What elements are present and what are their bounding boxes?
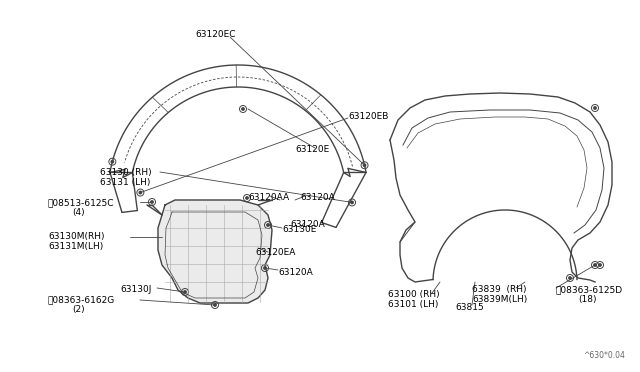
Text: (4): (4) bbox=[72, 208, 84, 217]
Text: 63120A: 63120A bbox=[290, 220, 324, 229]
Circle shape bbox=[111, 160, 113, 163]
Text: 63130E: 63130E bbox=[282, 225, 316, 234]
Text: 63120AA: 63120AA bbox=[248, 193, 289, 202]
Text: 63100 (RH): 63100 (RH) bbox=[388, 290, 440, 299]
Text: 63130J: 63130J bbox=[120, 285, 152, 294]
Polygon shape bbox=[158, 200, 272, 303]
Text: Ⓢ08363-6125D: Ⓢ08363-6125D bbox=[555, 285, 622, 294]
Circle shape bbox=[364, 164, 365, 166]
Text: 63101 (LH): 63101 (LH) bbox=[388, 300, 438, 309]
Circle shape bbox=[264, 267, 266, 269]
Text: 63120EA: 63120EA bbox=[255, 248, 296, 257]
Text: (18): (18) bbox=[578, 295, 596, 304]
Circle shape bbox=[246, 197, 248, 199]
Text: Ⓢ08363-6162G: Ⓢ08363-6162G bbox=[48, 295, 115, 304]
Circle shape bbox=[184, 291, 186, 293]
Circle shape bbox=[594, 107, 596, 109]
Text: 63120A: 63120A bbox=[278, 268, 313, 277]
Circle shape bbox=[151, 201, 153, 203]
Text: 63131 (LH): 63131 (LH) bbox=[100, 178, 150, 187]
Text: 63120EC: 63120EC bbox=[195, 30, 236, 39]
Text: ^630*0.04: ^630*0.04 bbox=[583, 351, 625, 360]
Text: 63120EB: 63120EB bbox=[348, 112, 388, 121]
Text: 63815: 63815 bbox=[455, 303, 484, 312]
Text: (2): (2) bbox=[72, 305, 84, 314]
Text: 63120E: 63120E bbox=[295, 145, 329, 154]
Circle shape bbox=[599, 264, 601, 266]
Text: 63839  (RH): 63839 (RH) bbox=[472, 285, 527, 294]
Text: 63130 (RH): 63130 (RH) bbox=[100, 168, 152, 177]
Circle shape bbox=[351, 201, 353, 203]
Text: 63120A: 63120A bbox=[300, 193, 335, 202]
Circle shape bbox=[242, 108, 244, 110]
Circle shape bbox=[267, 224, 269, 226]
Text: 63839M(LH): 63839M(LH) bbox=[472, 295, 527, 304]
Text: 63130M(RH): 63130M(RH) bbox=[48, 232, 104, 241]
Text: Ⓢ08513-6125C: Ⓢ08513-6125C bbox=[48, 198, 115, 207]
Circle shape bbox=[139, 191, 141, 194]
Circle shape bbox=[569, 277, 572, 279]
Text: 63131M(LH): 63131M(LH) bbox=[48, 242, 103, 251]
Circle shape bbox=[594, 264, 596, 266]
Circle shape bbox=[214, 304, 216, 306]
